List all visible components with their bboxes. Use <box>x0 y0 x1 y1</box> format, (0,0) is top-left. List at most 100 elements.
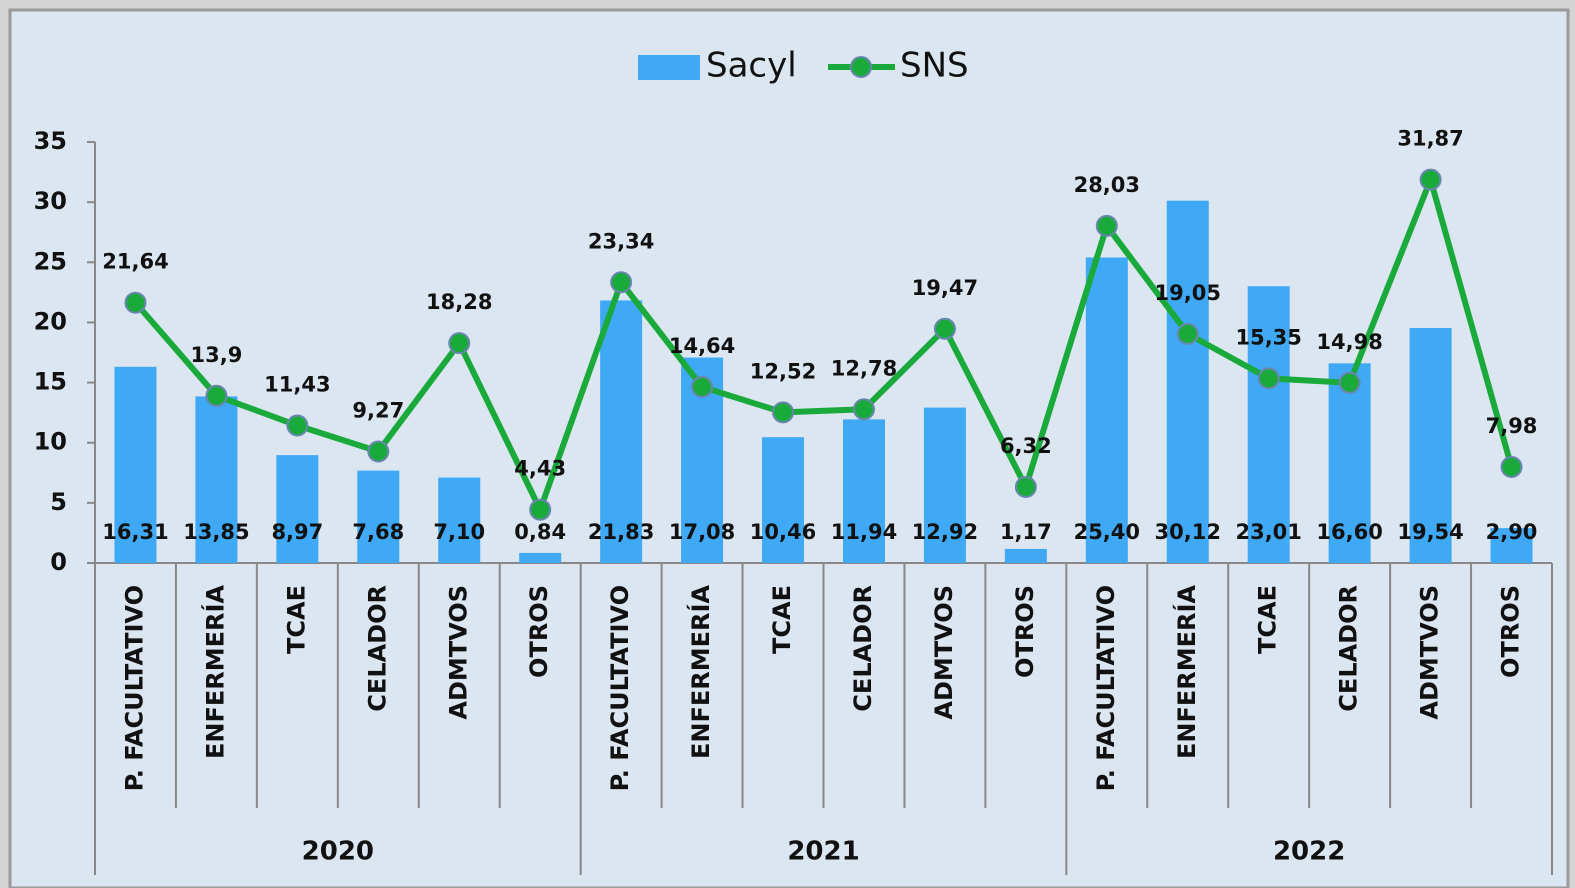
data-label: 17,08 <box>669 520 735 544</box>
data-label: 30,12 <box>1155 520 1221 544</box>
data-label: 19,54 <box>1397 520 1463 544</box>
y-tick-label: 20 <box>34 307 67 335</box>
data-label: 16,60 <box>1316 520 1382 544</box>
data-label: 18,28 <box>426 290 492 314</box>
x-tick-label: P. FACULTATIVO <box>606 585 634 791</box>
data-label: 21,64 <box>102 250 168 274</box>
line-marker <box>933 317 956 340</box>
x-tick-label: TCAE <box>1254 585 1282 654</box>
x-tick-label: CELADOR <box>363 585 391 712</box>
x-tick-label: P. FACULTATIVO <box>120 585 148 791</box>
line-marker <box>286 414 309 437</box>
data-label: 28,03 <box>1074 173 1140 197</box>
data-label: 2,90 <box>1486 520 1538 544</box>
bar <box>600 300 643 563</box>
bar <box>1490 528 1533 563</box>
y-tick-label: 30 <box>34 187 67 215</box>
data-label: 7,10 <box>433 520 485 544</box>
data-label: 25,40 <box>1074 520 1140 544</box>
line-marker <box>1500 456 1523 479</box>
data-label: 13,9 <box>191 343 243 367</box>
group-label: 2021 <box>787 837 859 867</box>
data-label: 14,64 <box>669 334 735 358</box>
x-tick-label: ENFERMERÍA <box>686 585 715 759</box>
data-label: 10,46 <box>750 520 816 544</box>
data-label: 19,47 <box>912 276 978 300</box>
x-tick-label: ADMTVOS <box>444 585 472 720</box>
bar <box>195 396 238 563</box>
data-label: 7,68 <box>352 520 404 544</box>
bar <box>114 366 157 563</box>
y-tick-label: 35 <box>34 127 67 155</box>
x-tick-label: CELADOR <box>849 585 877 712</box>
bar <box>1328 363 1371 563</box>
data-label: 11,43 <box>264 373 330 397</box>
data-label: 12,52 <box>750 359 816 383</box>
data-label: 12,78 <box>831 356 897 380</box>
data-label: 12,92 <box>912 520 978 544</box>
data-label: 23,34 <box>588 229 654 253</box>
x-tick-label: ENFERMERÍA <box>1172 585 1201 759</box>
data-label: 15,35 <box>1235 325 1301 349</box>
legend-marker <box>850 56 872 78</box>
data-label: 11,94 <box>831 520 897 544</box>
bar <box>1085 257 1128 563</box>
y-tick-label: 10 <box>34 428 67 456</box>
data-label: 4,43 <box>514 457 566 481</box>
line-marker <box>1257 367 1280 390</box>
data-label: 31,87 <box>1397 127 1463 151</box>
x-tick-label: OTROS <box>1497 585 1525 678</box>
line <box>133 176 1515 513</box>
x-tick-label: CELADOR <box>1335 585 1363 712</box>
bar <box>1166 200 1209 563</box>
data-label: 9,27 <box>352 398 404 422</box>
y-tick-label: 5 <box>50 488 67 516</box>
line-marker <box>529 498 552 521</box>
bar <box>923 407 966 563</box>
x-tick-label: P. FACULTATIVO <box>1092 585 1120 791</box>
x-tick-label: ADMTVOS <box>930 585 958 720</box>
data-label: 8,97 <box>271 520 323 544</box>
line-marker <box>691 375 714 398</box>
data-label: 16,31 <box>102 520 168 544</box>
data-label: 23,01 <box>1235 520 1301 544</box>
data-label: 1,17 <box>1000 520 1052 544</box>
x-tick-label: OTROS <box>1011 585 1039 678</box>
line-marker <box>1014 475 1037 498</box>
line-marker <box>852 398 875 421</box>
y-tick-label: 25 <box>34 247 67 275</box>
y-tick-label: 15 <box>34 368 67 396</box>
line-marker <box>1338 371 1361 394</box>
bar <box>1004 548 1047 563</box>
bar <box>1247 286 1290 563</box>
bar <box>762 437 805 563</box>
line-marker <box>1176 322 1199 345</box>
line-marker <box>205 384 228 407</box>
line-marker <box>1419 168 1442 191</box>
data-label: 14,98 <box>1316 330 1382 354</box>
line-marker <box>1095 214 1118 237</box>
data-label: 7,98 <box>1486 414 1538 438</box>
legend-label: SNS <box>900 46 969 86</box>
legend-label: Sacyl <box>706 46 797 86</box>
data-label: 13,85 <box>183 520 249 544</box>
group-label: 2022 <box>1273 837 1345 867</box>
line-marker <box>610 271 633 294</box>
bar <box>842 419 885 563</box>
y-tick-label: 0 <box>50 548 67 576</box>
x-tick-label: ENFERMERÍA <box>200 585 229 759</box>
x-tick-label: OTROS <box>525 585 553 678</box>
bar <box>357 470 400 563</box>
legend-swatch <box>638 55 700 80</box>
line-marker <box>448 332 471 355</box>
x-tick-label: TCAE <box>282 585 310 654</box>
data-label: 0,84 <box>514 520 566 544</box>
x-tick-label: ADMTVOS <box>1416 585 1444 720</box>
group-label: 2020 <box>302 837 374 867</box>
bar <box>438 477 481 563</box>
data-label: 6,32 <box>1000 434 1052 458</box>
data-label: 21,83 <box>588 520 654 544</box>
bar <box>519 552 562 563</box>
